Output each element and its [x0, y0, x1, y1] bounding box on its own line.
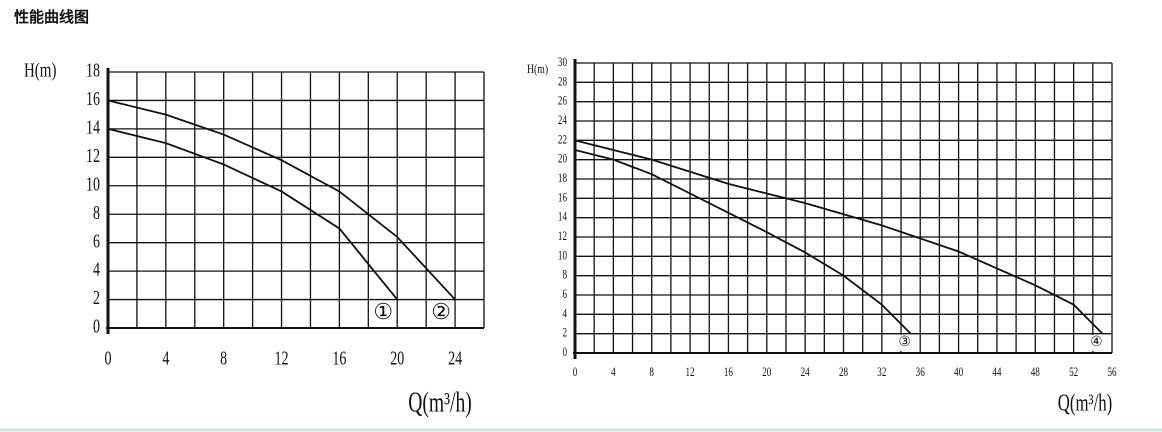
x-tick-label: 16: [332, 347, 346, 369]
x-tick-label: 20: [762, 366, 771, 380]
x-tick-label: 0: [105, 347, 112, 369]
series-label: ①: [373, 299, 393, 324]
y-tick-label: 4: [93, 258, 100, 280]
y-tick-label: 26: [558, 94, 567, 108]
x-tick-label: 12: [275, 347, 289, 369]
y-tick-label: 14: [558, 210, 567, 224]
curve: [574, 139, 1104, 335]
x-tick-label: 4: [162, 347, 169, 369]
y-tick-label: 18: [86, 59, 100, 81]
y-tick-label: 14: [86, 116, 100, 138]
curve: [574, 149, 912, 335]
y-tick-label: 30: [558, 56, 567, 70]
x-tick-label: 20: [390, 347, 404, 369]
series-label: ④: [1090, 335, 1103, 350]
y-axis-label: H(m): [527, 63, 548, 77]
x-tick-label: 36: [916, 366, 925, 380]
y-tick-label: 8: [562, 268, 567, 282]
page-title: 性能曲线图: [14, 8, 90, 26]
y-tick-label: 6: [93, 230, 100, 252]
y-tick-label: 20: [558, 152, 567, 166]
y-tick-label: 2: [93, 287, 100, 309]
x-tick-label: 24: [448, 347, 462, 369]
x-tick-label: 12: [686, 366, 695, 380]
label-box: [370, 301, 397, 327]
y-tick-label: 16: [558, 191, 567, 205]
y-tick-label: 8: [93, 201, 100, 223]
y-tick-label: 12: [558, 230, 567, 244]
x-tick-label: 48: [1031, 366, 1040, 380]
x-axis-label: Q(m³/h): [408, 387, 472, 418]
x-tick-label: 56: [1107, 366, 1116, 380]
y-tick-label: 16: [86, 88, 100, 110]
curve: [107, 128, 398, 301]
x-tick-label: 8: [220, 347, 227, 369]
y-tick-label: 2: [562, 326, 567, 340]
y-tick-label: 24: [558, 114, 567, 128]
y-tick-label: 10: [86, 173, 100, 195]
x-tick-label: 0: [573, 366, 578, 380]
y-tick-label: 6: [562, 288, 567, 302]
x-tick-label: 28: [839, 366, 848, 380]
x-tick-label: 32: [877, 366, 886, 380]
label-box: [896, 335, 913, 351]
x-tick-label: 8: [649, 366, 654, 380]
y-axis-label: H(m): [24, 58, 57, 81]
x-tick-label: 24: [801, 366, 810, 380]
y-tick-label: 12: [86, 145, 100, 167]
x-tick-label: 4: [611, 366, 616, 380]
y-tick-label: 18: [558, 172, 567, 186]
y-tick-label: 22: [558, 133, 567, 147]
y-tick-label: 0: [562, 346, 567, 360]
y-tick-label: 28: [558, 75, 567, 89]
label-box: [428, 301, 455, 327]
label-box: [1088, 335, 1105, 351]
x-tick-label: 52: [1069, 366, 1078, 380]
y-tick-label: 0: [93, 315, 100, 337]
x-tick-label: 44: [992, 366, 1001, 380]
x-tick-label: 16: [724, 366, 733, 380]
y-tick-label: 10: [558, 249, 567, 263]
curve: [107, 99, 456, 301]
series-label: ③: [898, 335, 911, 350]
x-axis-label: Q(m³/h): [1058, 391, 1112, 416]
y-tick-label: 4: [562, 307, 567, 321]
x-tick-label: 40: [954, 366, 963, 380]
series-label: ②: [431, 299, 451, 324]
